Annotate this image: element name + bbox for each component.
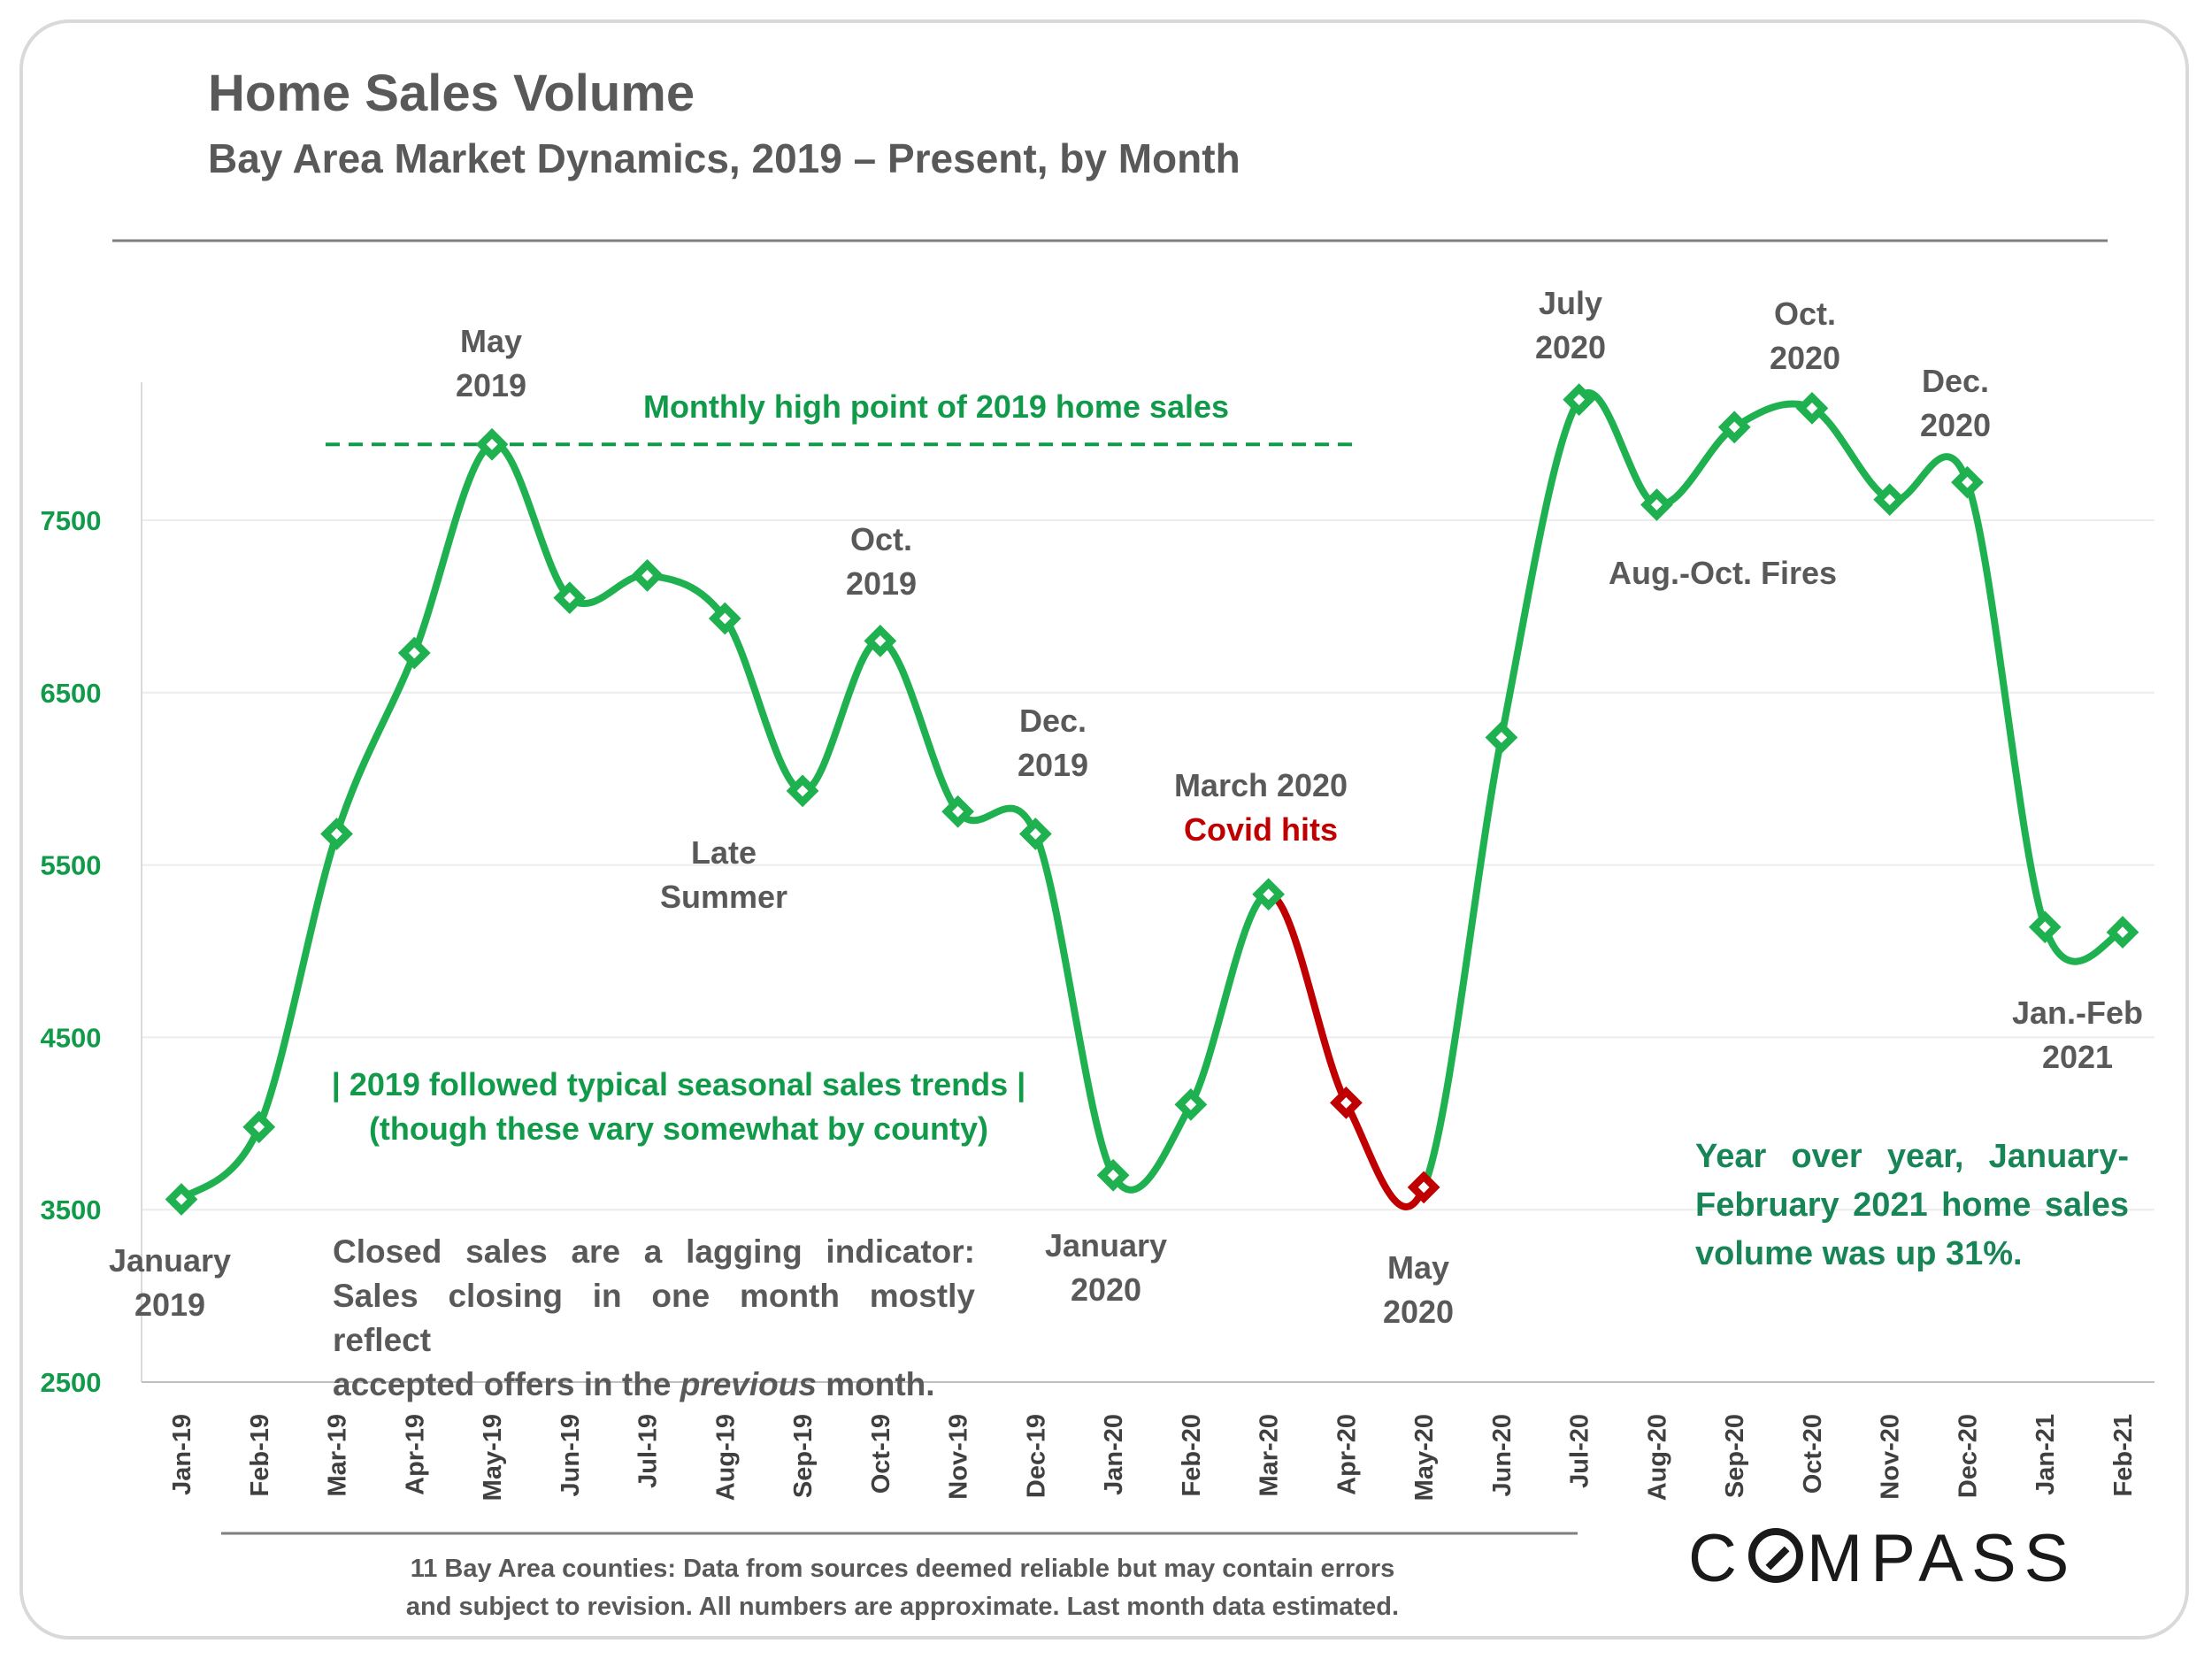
annotation-label: 2020 bbox=[1770, 340, 1840, 376]
annotation-label: Late bbox=[691, 834, 757, 871]
annotation-label: | 2019 followed typical seasonal sales t… bbox=[332, 1066, 1025, 1103]
x-tick-label: Oct-20 bbox=[1799, 1414, 1827, 1494]
x-tick-label: Jul-20 bbox=[1566, 1414, 1594, 1488]
annotation-label: May bbox=[1387, 1249, 1449, 1286]
x-tick-label: Apr-20 bbox=[1333, 1414, 1361, 1495]
x-tick-label: Aug-20 bbox=[1643, 1414, 1671, 1501]
annotation-label: May bbox=[460, 323, 522, 359]
x-tick-label: Jan-21 bbox=[2032, 1414, 2060, 1495]
y-tick-label: 4500 bbox=[41, 1022, 102, 1053]
annotation-label: Aug.-Oct. Fires bbox=[1609, 555, 1837, 591]
annotation-label: Covid hits bbox=[1184, 811, 1338, 848]
logo-o-glyph bbox=[1747, 1528, 1803, 1583]
note-italic: previous bbox=[680, 1366, 817, 1402]
series-line-recovery bbox=[1420, 388, 2124, 1189]
x-tick-label: Nov-19 bbox=[945, 1414, 973, 1500]
data-point-marker-core bbox=[1185, 1099, 1197, 1110]
x-tick-label: Mar-20 bbox=[1256, 1414, 1284, 1497]
annotation-label: January bbox=[109, 1242, 231, 1279]
y-tick-label: 6500 bbox=[41, 678, 102, 709]
data-point-marker-core bbox=[1962, 476, 1973, 488]
x-tick-label: Dec-20 bbox=[1954, 1414, 1982, 1498]
lagging-indicator-note: Closed sales are a lagging indicator: Sa… bbox=[333, 1230, 975, 1407]
x-tick-label: Jan-20 bbox=[1100, 1414, 1128, 1495]
x-tick-label: Feb-20 bbox=[1178, 1414, 1206, 1496]
x-tick-label: Jul-19 bbox=[634, 1414, 663, 1488]
x-tick-label: Oct-19 bbox=[867, 1414, 895, 1494]
x-tick-label: Feb-21 bbox=[2109, 1414, 2138, 1496]
x-tick-label: Jun-19 bbox=[557, 1414, 585, 1496]
data-point-marker-core bbox=[1884, 494, 1896, 505]
annotation-label: 2020 bbox=[1071, 1271, 1141, 1308]
annotation-label: 2021 bbox=[2042, 1039, 2113, 1075]
annotation-label: Jan.-Feb bbox=[2012, 995, 2143, 1031]
chart-subtitle: Bay Area Market Dynamics, 2019 – Present… bbox=[208, 135, 1240, 181]
data-point-marker-core bbox=[2116, 926, 2129, 938]
x-tick-label: Jan-19 bbox=[168, 1414, 196, 1495]
y-tick-label: 5500 bbox=[41, 850, 102, 881]
note-text-2: accepted offers in the bbox=[333, 1366, 680, 1402]
footnote-line-2: and subject to revision. All numbers are… bbox=[405, 1593, 1400, 1621]
x-tick-label: May-19 bbox=[479, 1414, 507, 1501]
annotation-label: 2019 bbox=[456, 367, 526, 403]
annotation-label: 2019 bbox=[134, 1286, 205, 1323]
x-tick-label: Jun-20 bbox=[1488, 1414, 1517, 1496]
annotation-label: Oct. bbox=[1774, 296, 1836, 332]
note-text-1: Closed sales are a lagging indicator: Sa… bbox=[333, 1233, 975, 1358]
x-tick-label: Dec-19 bbox=[1022, 1414, 1050, 1498]
series-line-2019-early2020 bbox=[179, 441, 1270, 1202]
x-tick-label: Feb-19 bbox=[246, 1414, 274, 1496]
footnote-line-1: 11 Bay Area counties: Data from sources … bbox=[410, 1555, 1395, 1583]
annotation-label: Dec. bbox=[1019, 703, 1087, 739]
x-tick-label: May-20 bbox=[1410, 1414, 1439, 1501]
y-tick-label: 3500 bbox=[41, 1194, 102, 1225]
annotation-label: July bbox=[1539, 285, 1602, 321]
x-tick-label: Apr-19 bbox=[401, 1414, 429, 1495]
annotation-label: 2019 bbox=[846, 565, 917, 602]
annotation-label: Oct. bbox=[850, 521, 912, 557]
annotation-label: March 2020 bbox=[1174, 767, 1348, 803]
annotation-label: 2020 bbox=[1535, 329, 1606, 365]
data-point-marker-core bbox=[1107, 1169, 1119, 1181]
annotation-label: January bbox=[1045, 1227, 1167, 1263]
data-point-marker-core bbox=[1417, 1181, 1430, 1194]
annotation-label: 2020 bbox=[1920, 407, 1991, 443]
footnote: 11 Bay Area counties: Data from sources … bbox=[221, 1550, 1584, 1626]
y-tick-label: 7500 bbox=[41, 505, 102, 536]
x-tick-label: Sep-20 bbox=[1721, 1414, 1749, 1498]
x-tick-label: Sep-19 bbox=[789, 1414, 818, 1498]
chart-title: Home Sales Volume bbox=[208, 65, 695, 122]
x-tick-label: Aug-19 bbox=[711, 1414, 740, 1501]
annotation-label: Summer bbox=[660, 879, 787, 915]
y-tick-label: 2500 bbox=[41, 1367, 102, 1398]
data-point-marker-core bbox=[1340, 1097, 1352, 1109]
annotation-label: (though these vary somewhat by county) bbox=[369, 1110, 988, 1147]
annotation-label: Dec. bbox=[1922, 363, 1989, 399]
annotation-label: 2020 bbox=[1383, 1294, 1454, 1330]
series-line-covid bbox=[1267, 890, 1427, 1210]
note-text-3: month. bbox=[816, 1366, 935, 1402]
x-tick-label: Nov-20 bbox=[1877, 1414, 1905, 1500]
yoy-note: Year over year, January-February 2021 ho… bbox=[1695, 1138, 2129, 1272]
data-point-marker-core bbox=[2039, 921, 2051, 933]
annotation-label: 2019 bbox=[1018, 747, 1088, 783]
chart-frame bbox=[19, 19, 2189, 1640]
compass-logo: C MPASS bbox=[1688, 1521, 2078, 1596]
x-tick-label: Mar-19 bbox=[324, 1414, 352, 1497]
reference-line-label: Monthly high point of 2019 home sales bbox=[643, 388, 1229, 425]
